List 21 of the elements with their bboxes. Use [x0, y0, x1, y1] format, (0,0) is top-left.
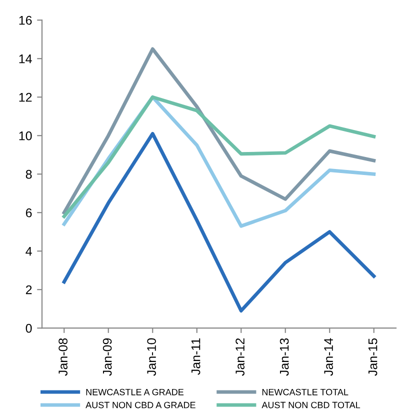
y-tick-label: 2	[26, 285, 32, 294]
legend-label: NEWCASTLE A GRADE	[86, 388, 184, 396]
y-tick-label: 6	[26, 208, 32, 218]
y-tick-label: 16	[19, 16, 32, 25]
x-tick-label: Jan-11	[192, 338, 200, 375]
x-tick-label: Jan-08	[58, 338, 68, 376]
y-tick-label: 0	[26, 324, 32, 333]
y-tick-label: 12	[19, 92, 32, 102]
legend-label: AUST NON CBD A GRADE	[86, 402, 196, 408]
y-tick-label: 8	[26, 170, 32, 179]
x-tick-label: Jan-15	[368, 338, 378, 376]
x-tick-label: Jan-10	[147, 338, 156, 376]
x-tick-label: Jan-12	[236, 338, 244, 376]
x-tick-label: Jan-13	[280, 338, 289, 376]
legend-label: NEWCASTLE TOTAL	[262, 388, 348, 396]
y-tick-label: 10	[19, 131, 32, 140]
legend-label: AUST NON CBD TOTAL	[262, 402, 360, 408]
x-tick-label: Jan-14	[324, 338, 333, 376]
y-tick-label: 14	[19, 54, 32, 64]
y-tick-label: 4	[26, 247, 32, 256]
x-tick-label: Jan-09	[102, 338, 112, 376]
